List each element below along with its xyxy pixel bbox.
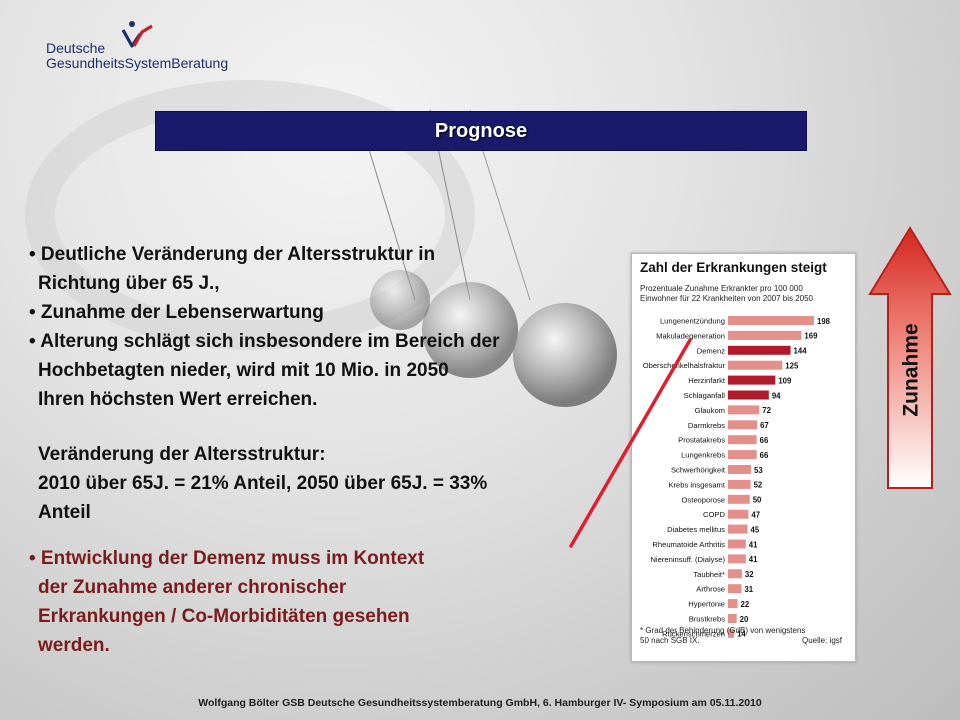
chart-source: Quelle: igsf: [802, 636, 843, 645]
chart-title: Zahl der Erkrankungen steigt: [640, 260, 827, 275]
bar: [728, 509, 749, 519]
age-structure-heading: Veränderung der Altersstruktur:: [38, 444, 326, 465]
bar-label: Brustkrebs: [689, 615, 725, 624]
bar-value: 31: [744, 585, 753, 594]
bar-label: Rheumatoide Arthritis: [652, 540, 725, 549]
bar-value: 41: [749, 540, 758, 549]
bar-label: Krebs insgesamt: [668, 480, 725, 489]
bar-label: Arthrose: [696, 585, 725, 594]
bar: [728, 330, 802, 340]
slide-title: Prognose: [434, 119, 528, 142]
bar-value: 20: [740, 615, 749, 624]
bar-value: 144: [794, 347, 808, 356]
bar-label: Glaukom: [695, 406, 725, 415]
bar-value: 53: [754, 466, 763, 475]
bar-value: 67: [760, 421, 769, 430]
bar-value: 32: [745, 570, 754, 579]
bar-label: Osteoporose: [682, 495, 725, 504]
bar-value: 94: [772, 391, 781, 400]
bar-value: 125: [785, 362, 799, 371]
bar-value: 41: [749, 555, 758, 564]
bar-label: Demenz: [697, 346, 725, 355]
bar: [728, 599, 738, 609]
disease-chart: Zahl der Erkrankungen steigt Prozentuale…: [631, 253, 856, 662]
bar-label: Lungenkrebs: [681, 451, 725, 460]
bar-label: Lungenentzündung: [660, 317, 725, 326]
chart-footnote-line-1: * Grad der Behinderung (GdB) von wenigst…: [640, 626, 806, 635]
chart-footnote-line-2: 50 nach SGB IX.: [640, 636, 700, 645]
bullet-1-line-2: Richtung über 65 J.,: [38, 273, 220, 294]
footer-text: Wolfgang Bölter GSB Deutsche Gesundheits…: [198, 697, 762, 709]
bar: [728, 539, 746, 549]
bullet-3-line-1: • Alterung schlägt sich insbesondere im …: [29, 331, 500, 352]
bar-value: 198: [817, 317, 831, 326]
dementia-bullet-line-2: der Zunahme anderer chronischer: [38, 577, 347, 598]
logo-text-line1: Deutsche: [46, 40, 106, 56]
logo-text-line2: GesundheitsSystemBeratung: [46, 55, 229, 71]
bar-label: Niereninsuff. (Dialyse): [650, 555, 725, 564]
bullet-3-line-2: Hochbetagten nieder, wird mit 10 Mio. in…: [38, 360, 449, 381]
bar-value: 14: [737, 630, 746, 639]
age-structure-values-cont: Anteil: [38, 502, 91, 523]
title-banner: Prognose: [155, 111, 807, 151]
bar-label: Oberschenkelhalsfraktur: [643, 361, 726, 370]
bar-label: Prostatakrebs: [678, 436, 725, 445]
bar: [728, 316, 814, 325]
arrow-label: Zunahme: [897, 310, 927, 430]
bar-value: 169: [804, 332, 818, 341]
chart-subtitle-line-2: Einwohner für 22 Krankheiten von 2007 bi…: [640, 294, 814, 303]
bar: [728, 405, 760, 415]
bar: [728, 584, 742, 594]
bar: [728, 524, 748, 534]
bar-value: 72: [762, 406, 771, 415]
bar-label: Schwerhörigkeit: [671, 466, 726, 475]
bar-value: 52: [754, 481, 763, 490]
bar-value: 50: [753, 496, 762, 505]
bar-label: Diabetes mellitus: [667, 525, 725, 534]
dementia-bullet-line-3: Erkrankungen / Co-Morbiditäten gesehen: [38, 606, 410, 627]
bar: [728, 614, 737, 623]
bar-value: 66: [760, 436, 769, 445]
bar: [728, 390, 769, 400]
bar-label: Herzinfarkt: [688, 376, 726, 385]
bar: [728, 435, 757, 445]
bar-value: 22: [741, 600, 750, 609]
bar: [728, 465, 752, 474]
bar-value: 47: [751, 511, 760, 520]
bar: [728, 554, 746, 564]
bar-value: 45: [751, 525, 760, 534]
bar-label: Darmkrebs: [688, 421, 725, 430]
bar-value: 109: [778, 376, 792, 385]
bar-label: COPD: [703, 510, 725, 519]
dementia-bullet-line-4: werden.: [38, 635, 110, 656]
logo-mark-icon: [121, 21, 153, 48]
up-arrow-icon: [868, 226, 952, 489]
bullet-3-line-3: Ihren höchsten Wert erreichen.: [38, 389, 318, 410]
bar: [728, 569, 742, 579]
chart-plot: Lungenentzündung 198 Makuladegeneration 169…: [643, 316, 831, 639]
bullet-2: • Zunahme der Lebenserwartung: [29, 302, 324, 323]
bar: [728, 450, 757, 460]
bar: [728, 375, 776, 385]
bar: [728, 479, 751, 489]
age-structure-values: 2010 über 65J. = 21% Anteil, 2050 über 6…: [38, 473, 488, 494]
bar: [728, 628, 735, 638]
bar-label: Rückenschmerzen: [662, 629, 725, 638]
company-logo: Deutsche GesundheitsSystemBeratung: [46, 21, 236, 74]
bar-label: Taubheit*: [693, 570, 725, 579]
bar-label: Hypertonie: [688, 600, 725, 609]
bar-label: Makuladegeneration: [656, 331, 725, 340]
bar-label: Schlaganfall: [684, 391, 726, 400]
bar: [728, 360, 783, 370]
bullet-1-line-1: • Deutliche Veränderung der Altersstrukt…: [29, 244, 436, 265]
bar: [728, 494, 750, 504]
bar: [728, 345, 791, 355]
chart-subtitle-line-1: Prozentuale Zunahme Erkrankter pro 100 0…: [640, 284, 803, 293]
dementia-bullet-line-1: • Entwicklung der Demenz muss im Kontext: [29, 548, 425, 569]
bar-value: 66: [760, 451, 769, 460]
increase-label: Zunahme: [900, 323, 923, 417]
bar: [728, 420, 758, 430]
